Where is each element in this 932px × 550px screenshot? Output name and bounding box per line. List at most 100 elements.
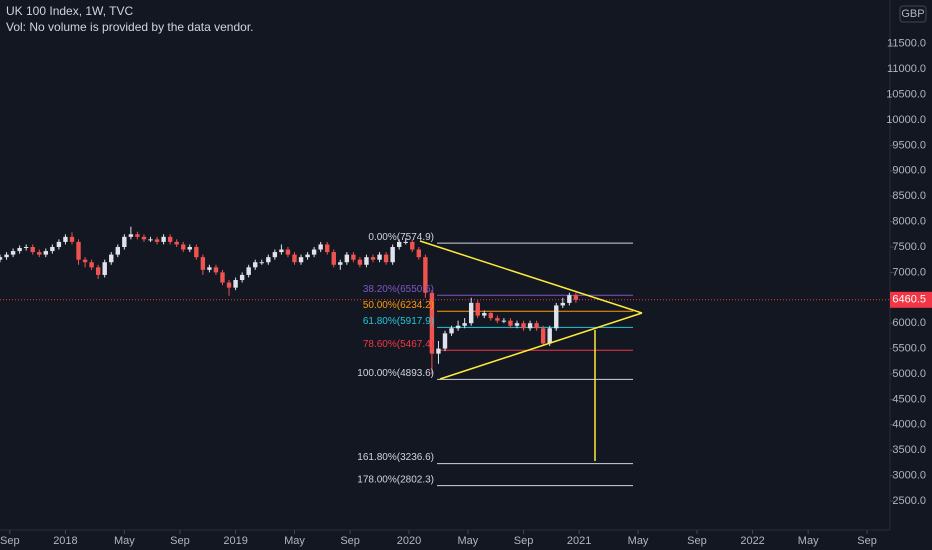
candle-body: [331, 252, 336, 265]
candle-body: [495, 318, 500, 321]
candle-body: [475, 302, 480, 316]
candle-body: [311, 249, 317, 255]
candle-body: [30, 246, 35, 253]
candle-body: [253, 262, 258, 268]
currency-label[interactable]: GBP: [901, 8, 924, 20]
candle-body: [351, 254, 356, 260]
candle-body: [390, 246, 395, 263]
candle-body: [63, 236, 68, 242]
chart-subtitle: Vol: No volume is provided by the data v…: [6, 20, 253, 34]
x-tick-label: Sep: [340, 535, 360, 547]
candle-body: [403, 241, 408, 243]
fib-level-label: 38.20%(6550.6): [363, 284, 434, 295]
y-tick-label: 8500.0: [892, 190, 926, 202]
candle-body: [220, 272, 225, 283]
y-tick-label: 11500.0: [887, 38, 926, 50]
candle-body: [246, 267, 251, 275]
candle-body: [109, 254, 114, 263]
candle-body: [416, 249, 422, 258]
fib-level-label: 161.80%(3236.6): [357, 452, 434, 463]
candle-body: [527, 323, 533, 329]
y-tick-label: 7000.0: [892, 266, 926, 278]
candle-body: [357, 259, 363, 265]
candle-body: [521, 323, 526, 329]
x-tick-label: Sep: [514, 535, 534, 547]
candle-body: [239, 274, 245, 281]
y-tick-label: 9500.0: [892, 139, 926, 151]
candle-body: [514, 323, 520, 326]
candle-body: [455, 325, 461, 329]
candle-body: [207, 267, 212, 270]
candle-body: [200, 257, 206, 270]
candle-body: [508, 320, 513, 326]
candle-body: [161, 236, 166, 242]
fib-level-label: 100.00%(4893.6): [357, 368, 434, 379]
x-tick-label: 2018: [53, 535, 77, 547]
candle-body: [482, 313, 487, 316]
candle-body: [181, 244, 186, 250]
candle-body: [285, 249, 291, 255]
x-tick-label: Sep: [170, 535, 190, 547]
candle-body: [213, 267, 219, 273]
candle-body: [436, 348, 441, 354]
candle-body: [233, 280, 238, 288]
y-tick-label: 10000.0: [886, 114, 926, 126]
candle-body: [187, 246, 192, 250]
trend-line: [439, 312, 643, 380]
y-tick-label: 5000.0: [892, 368, 926, 380]
chart-title: UK 100 Index, 1W, TVC: [6, 4, 134, 18]
y-tick-label: 8000.0: [892, 215, 926, 227]
candle-body: [95, 267, 101, 275]
y-tick-label: 4500.0: [892, 393, 926, 405]
candle-body: [102, 262, 107, 275]
candle-body: [122, 236, 127, 247]
currency-box[interactable]: [899, 5, 927, 23]
candle-body: [468, 302, 474, 324]
candle-body: [410, 241, 415, 250]
y-tick-label: 5500.0: [892, 342, 926, 354]
y-tick-label: 10500.0: [886, 88, 926, 100]
y-tick-label: 9000.0: [892, 165, 926, 177]
candle-body: [534, 323, 539, 329]
candle-body: [266, 257, 271, 263]
candle-body: [573, 295, 579, 300]
candle-body: [272, 252, 278, 258]
candle-body: [449, 328, 454, 334]
y-tick-label: 3000.0: [892, 469, 926, 481]
candle-body: [554, 305, 559, 329]
candle-body: [23, 246, 29, 249]
candle-body: [17, 248, 22, 252]
candle-body: [462, 323, 467, 326]
candle-body: [259, 262, 264, 264]
candle-body: [43, 251, 49, 255]
fib-level-label: 78.60%(5467.4): [363, 339, 434, 350]
last-price-tag: [890, 291, 932, 308]
candle-body: [325, 244, 330, 253]
candle-body: [56, 241, 62, 247]
trend-line: [419, 240, 643, 314]
candle-body: [305, 254, 310, 258]
candle-body: [174, 241, 179, 245]
x-tick-label: Sep: [687, 535, 707, 547]
x-tick-label: May: [284, 535, 305, 547]
candle-body: [488, 313, 494, 319]
candle-body: [370, 257, 376, 260]
y-tick-label: 11000.0: [887, 63, 926, 75]
x-tick-label: May: [628, 535, 649, 547]
candle-body: [383, 254, 389, 263]
fib-level-label: 178.00%(2802.3): [357, 474, 434, 485]
y-tick-label: 4000.0: [892, 419, 926, 431]
candle-body: [344, 254, 350, 263]
candle-body: [567, 295, 572, 303]
x-tick-label: Sep: [0, 535, 20, 547]
candle-body: [10, 251, 16, 255]
candle-body: [115, 246, 120, 255]
fib-level-label: 61.80%(5917.9): [363, 316, 434, 327]
x-tick-label: Sep: [857, 535, 877, 547]
candle-body: [128, 234, 134, 237]
candle-body: [298, 257, 304, 263]
candle-body: [318, 244, 323, 250]
candle-body: [226, 282, 232, 288]
